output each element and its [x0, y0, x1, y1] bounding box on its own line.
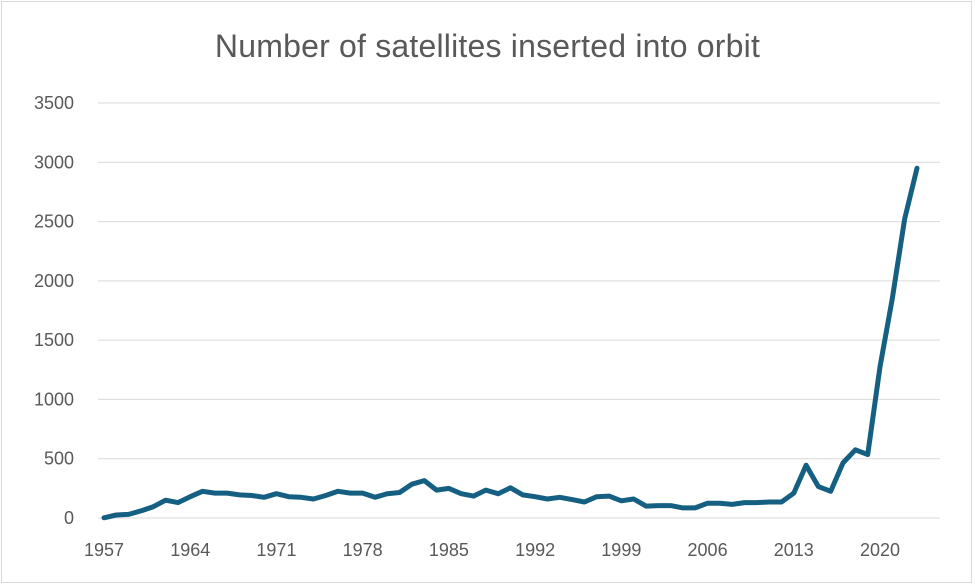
x-axis-tick-labels: 1957 1964 1971 1978 1985 1992 1999 2006 2013 2020 — [84, 540, 900, 560]
y-tick-label: 3000 — [34, 152, 74, 172]
x-tick-label: 1985 — [429, 540, 469, 560]
y-tick-label: 0 — [64, 508, 74, 528]
y-tick-label: 500 — [44, 449, 74, 469]
x-tick-label: 1964 — [170, 540, 210, 560]
x-tick-label: 1978 — [343, 540, 383, 560]
x-tick-label: 2006 — [688, 540, 728, 560]
x-tick-label: 2020 — [860, 540, 900, 560]
x-tick-label: 1999 — [601, 540, 641, 560]
y-tick-label: 2500 — [34, 212, 74, 232]
x-tick-label: 1971 — [256, 540, 296, 560]
series-line-satellites — [101, 165, 920, 521]
y-tick-label: 1000 — [34, 389, 74, 409]
chart-title: Number of satellites inserted into orbit — [214, 28, 761, 64]
x-tick-label: 2013 — [774, 540, 814, 560]
y-axis-tick-labels: 0 500 1000 1500 2000 2500 3000 3500 — [34, 93, 74, 528]
gridlines — [98, 102, 940, 460]
y-tick-label: 1500 — [34, 330, 74, 350]
x-tick-label: 1957 — [84, 540, 124, 560]
x-tick-label: 1992 — [515, 540, 555, 560]
y-tick-label: 2000 — [34, 271, 74, 291]
y-tick-label: 3500 — [34, 93, 74, 113]
